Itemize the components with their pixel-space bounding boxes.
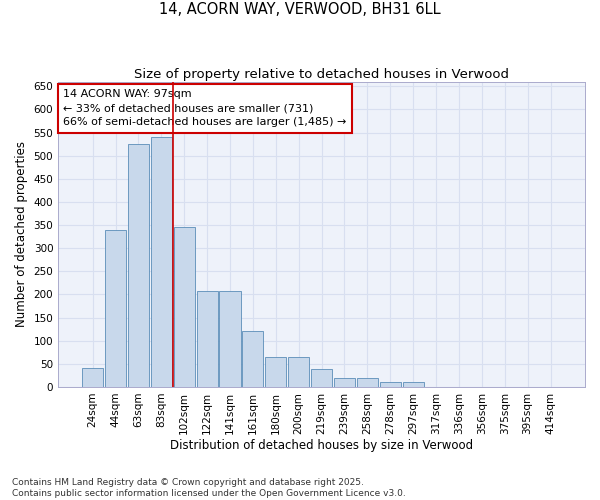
Text: 14, ACORN WAY, VERWOOD, BH31 6LL: 14, ACORN WAY, VERWOOD, BH31 6LL bbox=[159, 2, 441, 18]
Bar bbox=[403, 382, 424, 387]
Bar bbox=[311, 370, 332, 387]
Bar bbox=[128, 144, 149, 387]
Bar bbox=[380, 382, 401, 387]
Bar bbox=[105, 230, 126, 387]
Bar bbox=[288, 357, 309, 387]
Bar bbox=[220, 291, 241, 387]
Bar bbox=[242, 332, 263, 387]
Bar bbox=[265, 357, 286, 387]
Bar bbox=[334, 378, 355, 387]
Text: 14 ACORN WAY: 97sqm
← 33% of detached houses are smaller (731)
66% of semi-detac: 14 ACORN WAY: 97sqm ← 33% of detached ho… bbox=[64, 90, 347, 128]
Bar bbox=[82, 368, 103, 387]
Bar bbox=[173, 228, 195, 387]
Bar bbox=[197, 291, 218, 387]
X-axis label: Distribution of detached houses by size in Verwood: Distribution of detached houses by size … bbox=[170, 440, 473, 452]
Y-axis label: Number of detached properties: Number of detached properties bbox=[15, 142, 28, 328]
Title: Size of property relative to detached houses in Verwood: Size of property relative to detached ho… bbox=[134, 68, 509, 80]
Bar bbox=[151, 137, 172, 387]
Bar bbox=[357, 378, 378, 387]
Text: Contains HM Land Registry data © Crown copyright and database right 2025.
Contai: Contains HM Land Registry data © Crown c… bbox=[12, 478, 406, 498]
